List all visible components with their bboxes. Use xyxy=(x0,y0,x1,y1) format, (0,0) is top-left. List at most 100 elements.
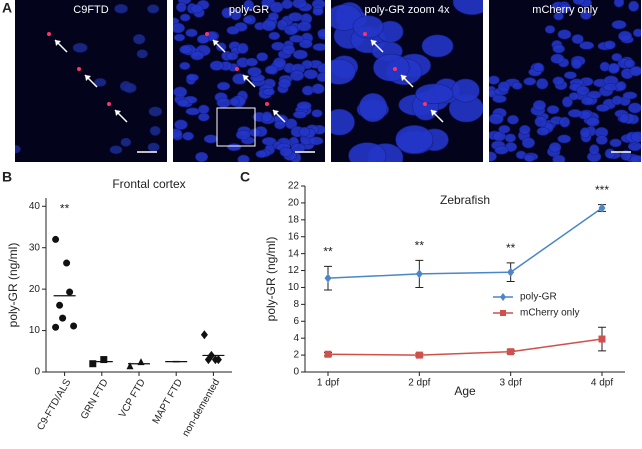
nucleus xyxy=(559,4,570,14)
nucleus xyxy=(596,104,610,112)
nucleus xyxy=(613,0,625,8)
arrow-head xyxy=(85,75,91,81)
legend-label: poly-GR xyxy=(520,292,557,303)
nucleus xyxy=(451,78,480,103)
marker xyxy=(63,259,71,267)
nucleus xyxy=(348,142,387,162)
nucleus xyxy=(185,28,198,38)
nucleus xyxy=(579,41,595,50)
nucleus xyxy=(611,20,627,30)
nucleus xyxy=(190,51,205,61)
arrow-head xyxy=(55,40,61,46)
x-tick-label: 3 dpf xyxy=(500,378,522,389)
arrow-head xyxy=(213,40,219,46)
nucleus xyxy=(587,90,602,99)
nucleus xyxy=(511,81,523,90)
panel-letter: C xyxy=(240,169,250,185)
panel-letter: A xyxy=(2,0,12,16)
nucleus xyxy=(629,66,641,77)
nucleus xyxy=(548,142,562,153)
nucleus xyxy=(373,53,410,82)
nucleus xyxy=(489,75,500,85)
nucleus xyxy=(533,62,544,72)
nucleus xyxy=(173,22,185,34)
inclusion xyxy=(205,32,209,36)
nucleus xyxy=(553,11,564,21)
nucleus xyxy=(571,34,584,45)
marker xyxy=(89,360,97,368)
nuclei xyxy=(15,3,162,154)
series-line xyxy=(327,207,603,279)
nucleus xyxy=(603,40,616,50)
nucleus xyxy=(494,145,509,155)
nucleus xyxy=(243,0,255,11)
nucleus xyxy=(618,30,632,42)
nucleus xyxy=(620,149,632,161)
panel-letter: B xyxy=(2,169,12,185)
nucleus xyxy=(190,4,203,14)
inclusion xyxy=(265,102,269,106)
marker xyxy=(66,288,74,296)
y-tick-label: 8 xyxy=(293,299,299,310)
nucleus xyxy=(599,61,610,72)
nucleus xyxy=(544,25,556,34)
nucleus xyxy=(331,108,355,136)
nucleus xyxy=(563,71,577,80)
y-tick-label: 4 xyxy=(293,333,299,344)
marker xyxy=(52,323,60,331)
x-axis-label: Age xyxy=(454,384,476,398)
nucleus xyxy=(292,49,308,60)
arrow-head xyxy=(273,110,279,116)
nucleus xyxy=(299,39,313,49)
microscopy-image xyxy=(173,0,325,162)
nucleus xyxy=(147,142,160,152)
nucleus xyxy=(245,57,258,67)
nucleus xyxy=(611,95,623,106)
nucleus xyxy=(311,83,325,95)
nucleus xyxy=(489,113,504,125)
nucleus xyxy=(289,34,304,43)
nucleus xyxy=(298,126,311,137)
nucleus xyxy=(523,77,537,86)
nucleus xyxy=(261,19,277,32)
chart-title: Frontal cortex xyxy=(112,177,185,191)
nucleus xyxy=(622,91,638,100)
nucleus xyxy=(452,0,483,15)
x-tick-label: non-demented xyxy=(181,377,223,438)
nucleus xyxy=(312,7,324,16)
nucleus xyxy=(268,31,281,41)
nucleus xyxy=(123,82,137,93)
nucleus xyxy=(179,61,191,70)
nucleus xyxy=(523,154,536,162)
nucleus xyxy=(195,151,209,162)
chart-title: Zebrafish xyxy=(440,193,490,207)
nucleus xyxy=(536,78,549,90)
nucleus xyxy=(216,81,231,91)
nucleus xyxy=(186,73,199,82)
nucleus xyxy=(174,119,188,130)
nucleus xyxy=(94,78,107,87)
nucleus xyxy=(296,101,312,111)
nucleus xyxy=(242,15,254,24)
nucleus xyxy=(550,53,565,64)
nucleus xyxy=(611,53,623,62)
nucleus xyxy=(557,134,571,144)
nucleus xyxy=(262,87,275,96)
marker xyxy=(214,355,222,365)
marker xyxy=(56,301,64,309)
x-tick-label: MAPT FTD xyxy=(151,377,185,426)
nucleus xyxy=(519,124,531,135)
nucleus xyxy=(256,52,269,62)
inclusion xyxy=(393,67,397,71)
y-tick-label: 40 xyxy=(29,201,41,212)
nucleus xyxy=(281,44,296,56)
y-tick-label: 30 xyxy=(29,242,41,253)
nucleus xyxy=(561,96,573,108)
marker xyxy=(59,314,67,322)
nucleus xyxy=(221,7,234,19)
nucleus xyxy=(536,126,550,136)
nucleus xyxy=(552,154,566,162)
nuclei xyxy=(331,0,483,162)
y-tick-label: 10 xyxy=(288,282,300,293)
inclusion xyxy=(107,102,111,106)
